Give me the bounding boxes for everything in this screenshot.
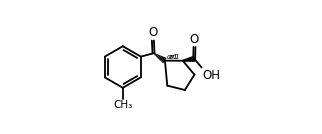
Text: or1: or1 — [166, 54, 178, 60]
Polygon shape — [183, 56, 194, 61]
Text: O: O — [190, 33, 199, 46]
Text: CH₃: CH₃ — [113, 100, 132, 110]
Text: or1: or1 — [169, 54, 180, 60]
Text: OH: OH — [203, 68, 221, 81]
Text: O: O — [148, 26, 157, 39]
